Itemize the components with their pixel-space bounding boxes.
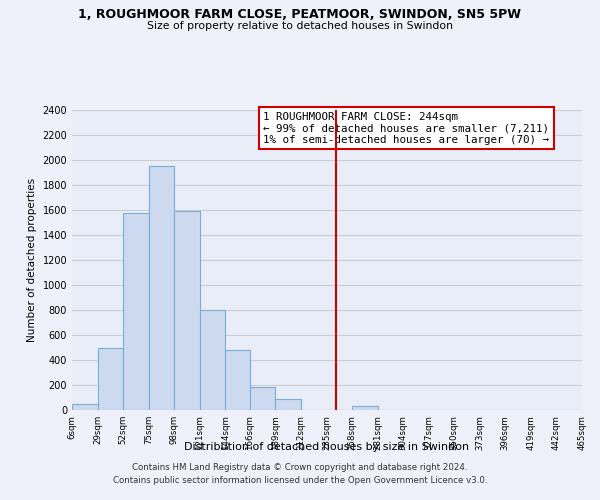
Text: Size of property relative to detached houses in Swindon: Size of property relative to detached ho… — [147, 21, 453, 31]
Bar — [352, 406, 377, 410]
Bar — [149, 166, 174, 410]
Bar — [174, 211, 200, 410]
Bar — [200, 310, 226, 410]
Bar — [275, 399, 301, 410]
Text: Contains public sector information licensed under the Open Government Licence v3: Contains public sector information licen… — [113, 476, 487, 485]
Bar — [72, 404, 98, 410]
Bar — [226, 350, 250, 410]
Text: Distribution of detached houses by size in Swindon: Distribution of detached houses by size … — [184, 442, 470, 452]
Bar — [123, 212, 149, 410]
Y-axis label: Number of detached properties: Number of detached properties — [27, 178, 37, 342]
Text: Contains HM Land Registry data © Crown copyright and database right 2024.: Contains HM Land Registry data © Crown c… — [132, 464, 468, 472]
Text: 1, ROUGHMOOR FARM CLOSE, PEATMOOR, SWINDON, SN5 5PW: 1, ROUGHMOOR FARM CLOSE, PEATMOOR, SWIND… — [79, 8, 521, 20]
Bar — [250, 387, 275, 410]
Text: 1 ROUGHMOOR FARM CLOSE: 244sqm
← 99% of detached houses are smaller (7,211)
1% o: 1 ROUGHMOOR FARM CLOSE: 244sqm ← 99% of … — [263, 110, 549, 144]
Bar — [98, 348, 123, 410]
